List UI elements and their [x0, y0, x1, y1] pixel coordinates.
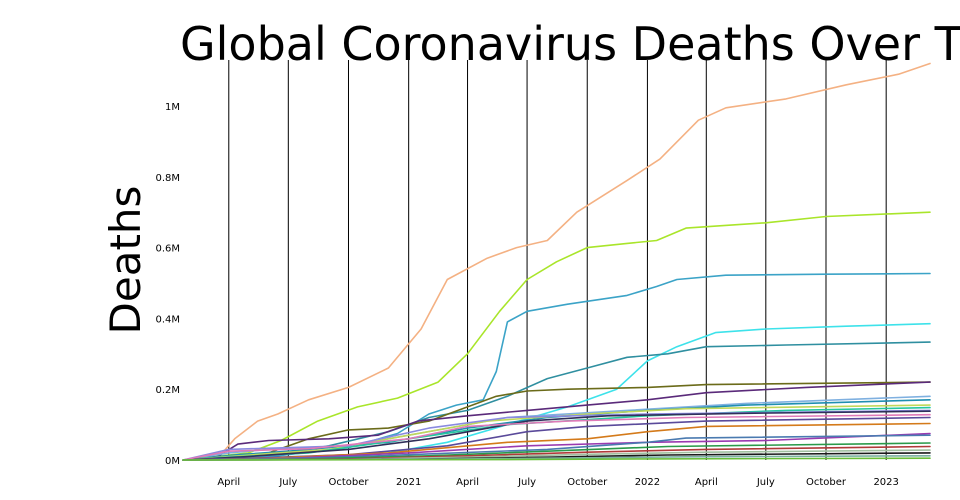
series-line-1 — [182, 211, 931, 461]
x-tick-label: 2023 — [873, 477, 898, 488]
x-tick-label: July — [278, 477, 297, 488]
x-tick-label: October — [567, 477, 608, 488]
series-line-6 — [182, 381, 931, 461]
series-line-8 — [182, 398, 931, 461]
x-tick-label: 2021 — [396, 477, 421, 488]
y-axis-label: Deaths — [101, 186, 150, 335]
y-tick-label: 0.6M — [155, 244, 180, 255]
series-line-12 — [182, 410, 931, 461]
x-tick-label: April — [456, 477, 479, 488]
series-line-15 — [182, 422, 931, 461]
series-line-23 — [182, 457, 931, 461]
y-tick-label: 0.4M — [155, 314, 180, 325]
y-tick-label: 0.2M — [155, 385, 180, 396]
y-tick-label: 0M — [165, 456, 180, 467]
y-axis-ticks: 0M 0.2M 0.4M 0.6M 0.8M 1M — [155, 102, 180, 467]
x-tick-label: July — [756, 477, 775, 488]
x-tick-label: April — [695, 477, 718, 488]
vertical-gridlines — [228, 60, 887, 460]
x-tick-label: October — [328, 477, 369, 488]
series-line-2 — [182, 272, 931, 461]
series-lines — [182, 62, 931, 461]
x-tick-label: 2022 — [635, 477, 660, 488]
x-axis-ticks: April July October 2021 April July October 2022… — [217, 477, 899, 488]
x-tick-label: October — [806, 477, 847, 488]
series-line-13 — [182, 413, 931, 461]
series-line-5 — [182, 381, 931, 461]
y-tick-label: 1M — [165, 102, 180, 113]
series-line-9 — [182, 404, 931, 461]
x-tick-label: July — [517, 477, 536, 488]
x-tick-label: April — [217, 477, 240, 488]
y-tick-label: 0.8M — [155, 173, 180, 184]
series-line-0 — [182, 62, 931, 461]
chart-title: Global Coronavirus Deaths Over Time — [180, 17, 960, 71]
series-line-11 — [182, 409, 931, 461]
